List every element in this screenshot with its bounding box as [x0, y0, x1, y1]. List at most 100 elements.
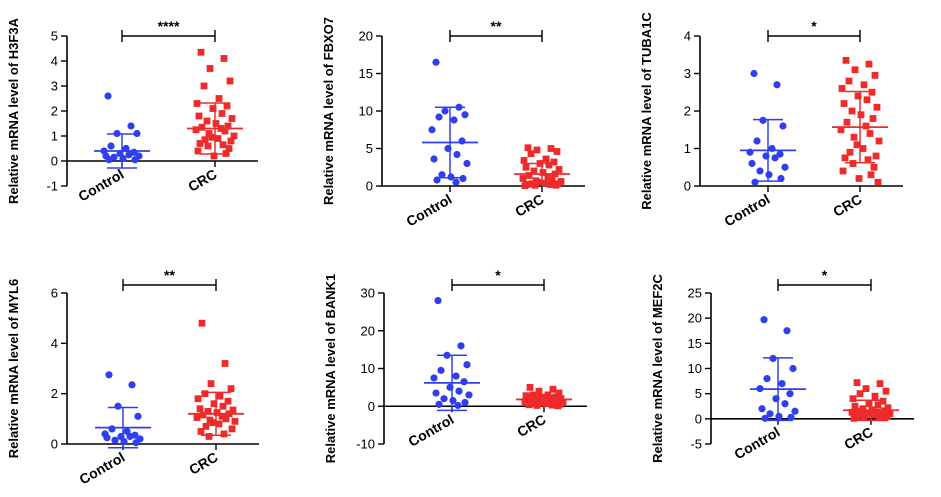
control-point [775, 412, 783, 420]
crc-point [542, 155, 550, 163]
control-point [103, 434, 111, 442]
crc-point [863, 96, 871, 104]
crc-point [881, 414, 889, 422]
control-point [432, 58, 440, 66]
crc-point [884, 404, 892, 412]
crc-point [210, 152, 218, 160]
crc-point [221, 127, 229, 135]
crc-point [197, 428, 205, 435]
control-point [758, 405, 766, 413]
crc-point [522, 163, 530, 171]
crc-point [533, 146, 541, 154]
crc-point [549, 385, 557, 393]
crc-point [871, 392, 879, 400]
crc-point [198, 123, 206, 131]
crc-point [548, 176, 556, 184]
x-category-label: CRC [186, 449, 220, 478]
crc-point [840, 100, 848, 107]
crc-point [196, 405, 204, 413]
crc-point [206, 65, 214, 72]
x-category-label: Control [76, 449, 127, 488]
crc-point [846, 148, 854, 156]
crc-point [850, 414, 858, 422]
y-tick-label: 0 [695, 411, 702, 426]
control-point [119, 154, 127, 163]
y-axis-title: Relative mRNA level of MYL6 [6, 279, 21, 458]
chart-panel-2: 0 5 10 15 20 Relative mRNA level of FBXO7 Cont… [321, 17, 585, 230]
control-point [128, 381, 136, 389]
control-point [107, 142, 115, 150]
crc-point [215, 420, 223, 428]
y-tick-label: 6 [51, 286, 58, 301]
control-point [455, 387, 463, 395]
control-point [766, 410, 774, 418]
crc-point [849, 395, 857, 403]
y-axis-title: Relative mRNA level of MEF2C [650, 273, 665, 462]
chart-panel-6: -5 0 5 10 15 20 25 Relative mRNA level of MEF2C… [650, 267, 914, 463]
y-axis-title: Relative mRNA level of TUBA1C [639, 12, 654, 210]
crc-point [875, 137, 883, 145]
crc-point [195, 112, 203, 120]
control-point [453, 150, 461, 159]
crc-point [230, 132, 238, 140]
crc-point [224, 122, 232, 130]
y-tick-label: -10 [356, 437, 375, 452]
y-tick-label: 1 [684, 141, 691, 156]
crc-point [548, 401, 556, 409]
control-point [787, 413, 795, 421]
crc-point [553, 148, 561, 155]
crc-point [201, 390, 209, 398]
crc-point [545, 161, 553, 169]
y-tick-label: 0 [51, 437, 58, 452]
crc-point [841, 154, 849, 162]
control-point [127, 122, 135, 130]
crc-point [215, 95, 223, 102]
control-point [105, 156, 113, 164]
y-tick-label: -1 [46, 179, 58, 194]
crc-point [521, 182, 529, 190]
control-point [131, 156, 139, 164]
crc-point [229, 406, 237, 414]
crc-point [547, 145, 555, 152]
control-point [132, 439, 140, 447]
crc-point [519, 175, 527, 182]
crc-point [199, 411, 207, 419]
crc-point [550, 158, 558, 166]
control-point [430, 374, 438, 382]
crc-point [854, 92, 862, 100]
crc-point [874, 178, 882, 186]
crc-point [204, 142, 212, 150]
control-point [111, 436, 119, 444]
control-point [428, 126, 436, 134]
y-tick-label: 5 [366, 141, 373, 156]
control-point [125, 151, 133, 159]
y-tick-label: 4 [51, 54, 58, 69]
crc-point [209, 419, 217, 427]
y-tick-label: 10 [688, 361, 702, 376]
crc-point [879, 397, 887, 405]
control-point [756, 167, 764, 175]
control-point [463, 159, 471, 168]
x-category-label: Control [403, 191, 454, 230]
crc-point [860, 413, 868, 421]
y-tick-label: 30 [361, 286, 375, 301]
control-point [760, 316, 768, 324]
control-point [120, 437, 128, 446]
crc-point [224, 397, 232, 405]
control-point [777, 174, 785, 183]
crc-point [227, 137, 235, 145]
crc-point [525, 172, 533, 179]
control-point [748, 159, 756, 168]
x-category-label: Control [731, 424, 782, 463]
chart-panel-4: 0 2 4 6 Relative mRNA level of MYL6 Control CR… [6, 267, 259, 487]
crc-point [526, 383, 534, 391]
control-point [791, 407, 799, 415]
crc-point [193, 414, 201, 421]
control-point [460, 378, 468, 386]
crc-point [520, 157, 528, 164]
crc-point [555, 166, 563, 173]
control-point [435, 113, 443, 121]
significance-label: ** [164, 267, 175, 283]
control-point [438, 171, 446, 179]
crc-point [223, 102, 231, 110]
